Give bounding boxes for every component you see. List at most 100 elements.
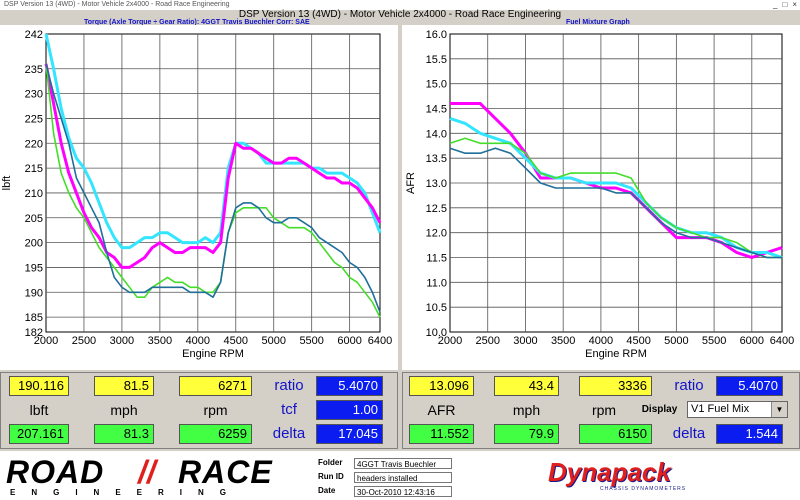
x-tick-label: 6000 bbox=[740, 335, 764, 347]
x-tick-label: 6000 bbox=[337, 335, 361, 347]
lbft-label: lbft bbox=[29, 402, 49, 418]
torque-chart-panel: 2000 2500 3000 3500 4000 4500 5000 5500 6000 6400… bbox=[0, 25, 398, 370]
delta-value-b: 1.544 bbox=[716, 424, 783, 444]
folder-value: 4GGT Travis Buechler bbox=[354, 458, 452, 469]
delta-label-b: delta bbox=[672, 425, 706, 442]
x-tick-label: 5500 bbox=[702, 335, 726, 347]
y-tick-label: 13.5 bbox=[426, 153, 447, 165]
mph-value-1b: 43.4 bbox=[494, 376, 559, 396]
display-select[interactable]: V1 Fuel Mix ▼ bbox=[687, 401, 788, 418]
ratio-value: 5.4070 bbox=[316, 376, 383, 396]
x-tick-label: 4000 bbox=[589, 335, 613, 347]
ratio-value-b: 5.4070 bbox=[716, 376, 783, 396]
y-tick-label: 13.0 bbox=[426, 178, 447, 190]
dynapack-logo: Dynapack CHASSIS DYNAMOMETERS bbox=[548, 457, 738, 495]
tcf-label: tcf bbox=[281, 401, 297, 418]
dynapack-brand: Dynapack bbox=[548, 457, 671, 487]
y-tick-label: 14.0 bbox=[426, 128, 447, 140]
x-tick-label: 3500 bbox=[551, 335, 575, 347]
series-line-cyan bbox=[44, 33, 382, 250]
x-tick-label: 3500 bbox=[148, 335, 172, 347]
ratio-label-b: ratio bbox=[674, 377, 704, 394]
maximize-icon[interactable]: □ bbox=[782, 0, 788, 9]
y-tick-label: 242 bbox=[25, 29, 43, 41]
x-tick-label: 5000 bbox=[261, 335, 285, 347]
x-tick-label: 2000 bbox=[438, 335, 462, 347]
runid-value: headers installed bbox=[354, 472, 452, 483]
x-tick-label: 3000 bbox=[110, 335, 134, 347]
y-tick-label: 220 bbox=[25, 138, 43, 150]
series-line-teal bbox=[449, 147, 782, 259]
plot-area bbox=[45, 33, 381, 333]
dynapack-subtitle: CHASSIS DYNAMOMETERS bbox=[600, 486, 687, 492]
y-tick-label: 10.0 bbox=[426, 327, 447, 339]
delta-value: 17.045 bbox=[316, 424, 383, 444]
rpm-value-2b: 6150 bbox=[579, 424, 652, 444]
footer: ROAD // RACE ENGINEERING Folder 4GGT Tra… bbox=[0, 451, 800, 500]
y-tick-label: 205 bbox=[25, 213, 43, 225]
series-line-magenta bbox=[450, 102, 783, 259]
x-tick-label: 4500 bbox=[626, 335, 650, 347]
fuel-chart-header: Fuel Mixture Graph bbox=[566, 19, 630, 26]
date-label: Date bbox=[318, 486, 336, 495]
afr-label: AFR bbox=[427, 402, 456, 418]
date-value: 30-Oct-2010 12:43:16 bbox=[354, 486, 452, 497]
rpm-label: rpm bbox=[203, 402, 228, 418]
chevron-down-icon[interactable]: ▼ bbox=[771, 402, 787, 417]
afr-value-1: 13.096 bbox=[409, 376, 474, 396]
logo-slashes-icon: // bbox=[138, 454, 156, 490]
y-tick-label: 200 bbox=[25, 238, 43, 250]
y-axis-label: lbft bbox=[1, 176, 13, 191]
series-line-green bbox=[449, 137, 782, 259]
x-tick-label: 2500 bbox=[475, 335, 499, 347]
y-tick-label: 12.0 bbox=[426, 228, 447, 240]
torque-chart: 2000 2500 3000 3500 4000 4500 5000 5500 6000 6400… bbox=[1, 29, 392, 360]
road-race-logo: ROAD // RACE ENGINEERING bbox=[6, 456, 306, 498]
series-line-magenta bbox=[44, 63, 382, 269]
y-tick-label: 225 bbox=[25, 113, 43, 125]
y-tick-label: 15.5 bbox=[426, 54, 447, 66]
y-tick-label: 235 bbox=[25, 64, 43, 76]
y-tick-label: 12.5 bbox=[426, 203, 447, 215]
y-tick-label: 11.0 bbox=[426, 277, 447, 289]
x-tick-label: 4000 bbox=[186, 335, 210, 347]
lbft-value-2: 207.161 bbox=[9, 424, 69, 444]
y-tick-label: 15.0 bbox=[426, 79, 447, 91]
rpm-value-1b: 3336 bbox=[579, 376, 652, 396]
folder-label: Folder bbox=[318, 458, 343, 467]
fuel-chart-panel: 2000 2500 3000 3500 4000 4500 5000 5500 6000 6400… bbox=[402, 25, 800, 370]
y-tick-label: 195 bbox=[25, 262, 43, 274]
x-tick-label: 4500 bbox=[224, 335, 248, 347]
mph-label: mph bbox=[110, 402, 138, 418]
series-line-teal bbox=[45, 63, 381, 313]
y-tick-label: 10.5 bbox=[426, 302, 447, 314]
rpm-value-2: 6259 bbox=[179, 424, 252, 444]
series-line-green bbox=[45, 63, 381, 318]
lbft-value-1: 190.116 bbox=[9, 376, 69, 396]
fuel-chart: 2000 2500 3000 3500 4000 4500 5000 5500 6000 6400… bbox=[405, 29, 794, 360]
y-tick-label: 215 bbox=[25, 163, 43, 175]
runid-label: Run ID bbox=[318, 472, 344, 481]
x-axis-label: Engine RPM bbox=[585, 348, 647, 360]
rpm-value-1: 6271 bbox=[179, 376, 252, 396]
torque-chart-header: Torque (Axle Torque ÷ Gear Ratio): 4GGT … bbox=[84, 19, 310, 26]
x-tick-label: 3000 bbox=[513, 335, 537, 347]
mph-value-1: 81.5 bbox=[94, 376, 154, 396]
x-tick-label: 5000 bbox=[664, 335, 688, 347]
close-icon[interactable]: × bbox=[792, 0, 797, 9]
x-tick-label: 6400 bbox=[368, 335, 392, 347]
minimize-icon[interactable]: _ bbox=[773, 0, 778, 9]
window-titlebar: DSP Version 13 (4WD) - Motor Vehicle 2x4… bbox=[0, 0, 800, 10]
main-title: DSP Version 13 (4WD) - Motor Vehicle 2x4… bbox=[238, 9, 562, 20]
ratio-label: ratio bbox=[274, 377, 304, 394]
mph-value-2b: 79.9 bbox=[494, 424, 559, 444]
y-tick-label: 210 bbox=[25, 188, 43, 200]
delta-label: delta bbox=[272, 425, 306, 442]
x-axis-label: Engine RPM bbox=[182, 348, 244, 360]
afr-value-2: 11.552 bbox=[409, 424, 474, 444]
tcf-value[interactable]: 1.00 bbox=[316, 400, 383, 420]
y-tick-label: 230 bbox=[25, 89, 43, 101]
x-tick-label: 5500 bbox=[299, 335, 323, 347]
logo-race-text: RACE bbox=[178, 454, 273, 490]
display-select-value: V1 Fuel Mix bbox=[691, 403, 750, 415]
